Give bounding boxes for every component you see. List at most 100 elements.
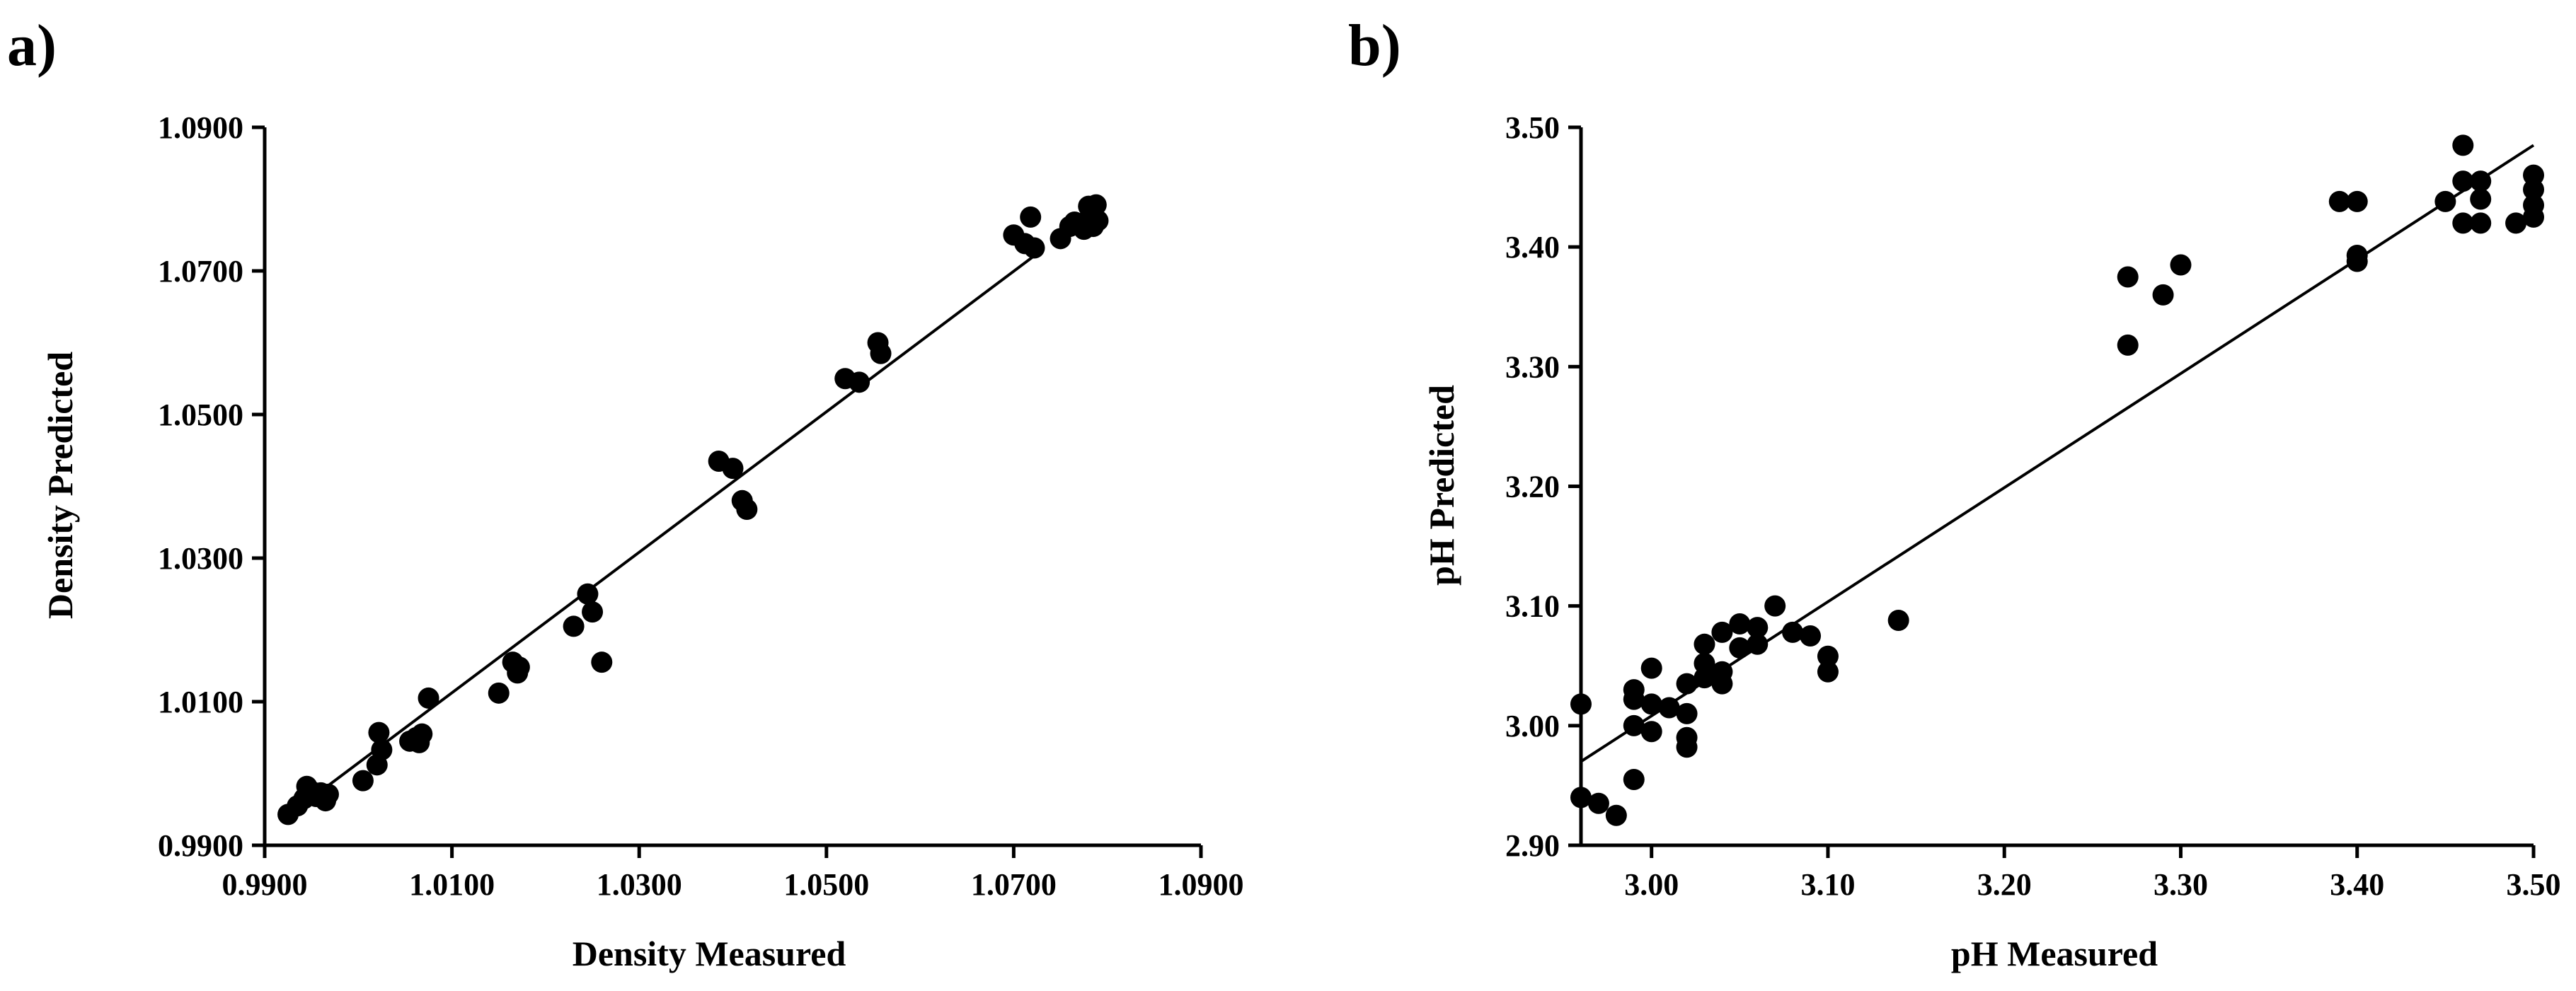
density-data-point — [722, 458, 744, 480]
ph-data-point — [1711, 673, 1733, 695]
ph-data-point — [1623, 688, 1645, 710]
ph-data-point — [1729, 613, 1751, 635]
ph-x-tick-label: 3.20 — [1977, 867, 2032, 902]
density-data-point — [1020, 206, 1042, 228]
ph-plot-area — [1570, 134, 2544, 826]
ph-data-point — [1747, 617, 1769, 639]
density-data-point — [371, 739, 393, 761]
ph-data-point — [2452, 134, 2474, 156]
ph-data-point — [2452, 170, 2474, 192]
density-x-tick-label: 1.0300 — [597, 867, 682, 902]
density-x-tick-label: 1.0700 — [971, 867, 1057, 902]
ph-data-point — [2170, 254, 2192, 276]
ph-data-point — [1640, 693, 1662, 715]
density-ticks: 0.9900 1.0100 1.0300 1.0500 1.0700 1.0900 0.99… — [158, 110, 1244, 902]
density-plot-area — [277, 194, 1109, 825]
density-data-point — [488, 682, 510, 704]
ph-data-point — [1623, 714, 1645, 736]
ph-y-tick-label: 2.90 — [1505, 828, 1560, 863]
density-data-point — [1087, 209, 1109, 231]
ph-y-axis-title: pH Predicted — [1422, 385, 1461, 586]
ph-y-tick-label: 3.50 — [1505, 110, 1560, 145]
ph-data-point — [1747, 633, 1769, 655]
ph-data-point — [1817, 645, 1839, 667]
density-data-point — [508, 656, 530, 678]
ph-data-point — [2470, 188, 2492, 210]
ph-data-point — [1782, 621, 1804, 643]
ph-data-point — [1676, 702, 1698, 724]
ph-data-point — [1800, 625, 1822, 647]
ph-data-point — [1640, 657, 1662, 679]
density-x-tick-label: 1.0100 — [409, 867, 495, 902]
ph-data-point — [1676, 736, 1698, 758]
ph-data-point — [1570, 693, 1592, 715]
ph-y-tick-label: 3.20 — [1505, 470, 1560, 504]
ph-data-point — [1711, 621, 1733, 643]
density-data-point — [577, 583, 599, 605]
ph-data-point — [2470, 212, 2492, 234]
density-y-axis-title: Density Predicted — [40, 352, 80, 619]
ph-data-point — [2346, 250, 2368, 272]
ph-x-axis-title: pH Measured — [1951, 934, 2158, 973]
ph-data-point — [2505, 212, 2527, 234]
ph-data-point — [2434, 190, 2456, 212]
density-data-point — [418, 687, 439, 709]
ph-data-point — [1587, 792, 1609, 814]
density-y-tick-label: 1.0100 — [158, 685, 243, 719]
ph-x-tick-label: 3.30 — [2154, 867, 2208, 902]
ph-y-tick-label: 3.00 — [1505, 709, 1560, 743]
ph-data-point — [1570, 787, 1592, 809]
density-data-point — [591, 651, 613, 673]
density-data-point — [736, 498, 758, 520]
ph-data-point — [1694, 633, 1715, 655]
ph-data-point — [2117, 266, 2139, 288]
density-y-tick-label: 1.0300 — [158, 541, 243, 576]
density-regression-line — [297, 253, 1038, 810]
density-y-tick-label: 1.0900 — [158, 110, 243, 145]
ph-data-point — [1764, 595, 1786, 617]
panel-label-a: a) — [7, 13, 57, 79]
density-x-tick-label: 0.9900 — [222, 867, 308, 902]
ph-data-point — [1729, 637, 1751, 659]
ph-data-point — [1887, 609, 1909, 631]
density-x-axis-title: Density Measured — [573, 934, 846, 973]
ph-x-tick-label: 3.10 — [1800, 867, 1855, 902]
density-data-point — [849, 371, 870, 393]
ph-ticks: 3.00 3.10 3.20 3.30 3.40 3.50 2.90 3.00 3.10 3.20… — [1505, 110, 2561, 902]
density-x-tick-label: 1.0900 — [1158, 867, 1244, 902]
ph-data-point — [1817, 661, 1839, 683]
ph-data-point — [1605, 804, 1627, 826]
ph-data-point — [1694, 667, 1715, 689]
density-y-tick-label: 1.0500 — [158, 398, 243, 432]
ph-data-point — [2346, 190, 2368, 212]
ph-data-point — [2117, 334, 2139, 356]
density-data-point — [368, 721, 390, 743]
ph-data-point — [1676, 673, 1698, 695]
ph-y-tick-label: 3.40 — [1505, 230, 1560, 265]
density-chart: a) Density Measured Density Predicted 0.… — [7, 13, 1244, 973]
ph-data-point — [2152, 284, 2174, 306]
density-data-point — [411, 723, 433, 745]
ph-x-tick-label: 3.40 — [2330, 867, 2384, 902]
ph-data-point — [1640, 721, 1662, 743]
ph-y-tick-label: 3.30 — [1505, 349, 1560, 384]
ph-data-point — [2470, 170, 2492, 192]
ph-x-tick-label: 3.50 — [2507, 867, 2561, 902]
density-data-point — [352, 770, 374, 792]
panel-label-b: b) — [1348, 13, 1401, 79]
ph-data-point — [2523, 206, 2544, 228]
ph-x-tick-label: 3.00 — [1624, 867, 1679, 902]
density-y-tick-label: 1.0700 — [158, 254, 243, 289]
ph-chart: b) pH Measured pH Predicted 3.00 3.10 3.20… — [1348, 13, 2561, 973]
density-x-tick-label: 1.0500 — [783, 867, 869, 902]
density-data-point — [317, 783, 339, 805]
density-data-point — [1085, 194, 1107, 216]
ph-y-tick-label: 3.10 — [1505, 589, 1560, 624]
ph-data-point — [2523, 178, 2544, 200]
density-data-point — [563, 615, 585, 637]
ph-data-point — [2452, 212, 2474, 234]
ph-data-point — [2328, 190, 2350, 212]
density-y-tick-label: 0.9900 — [158, 828, 243, 863]
density-data-point — [1023, 237, 1045, 259]
